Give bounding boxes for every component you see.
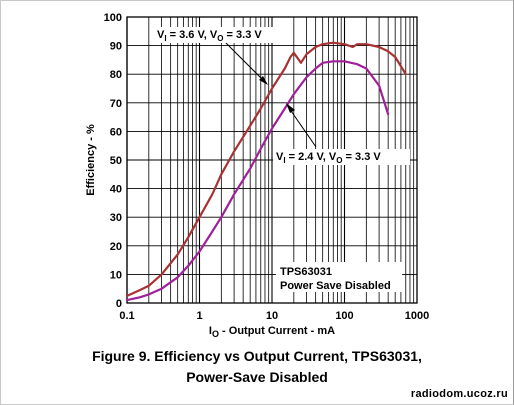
x-tick-label: 10 bbox=[266, 310, 278, 322]
plot-border bbox=[126, 16, 418, 304]
figure-caption-line-1: Figure 9. Efficiency vs Output Current, … bbox=[92, 348, 422, 364]
y-tick-label: 30 bbox=[110, 212, 122, 224]
watermark: radiodom.ucoz.ru bbox=[410, 388, 508, 400]
y-tick-label: 10 bbox=[110, 269, 122, 281]
series-1-pointer bbox=[223, 40, 265, 82]
efficiency-chart: 0 10 20 30 40 50 60 70 80 90 100 0.1 1 10 100 1000 VI =… bbox=[85, 12, 430, 339]
y-tick-label: 20 bbox=[110, 241, 122, 253]
series-1-label-bg bbox=[154, 27, 291, 43]
figure-caption-line-2: Power-Save Disabled bbox=[186, 369, 328, 385]
tick-labels: 0 10 20 30 40 50 60 70 80 90 100 0.1 1 10 100 1000 bbox=[104, 12, 430, 322]
series-line-1 bbox=[125, 41, 407, 297]
x-tick-label: 1000 bbox=[405, 310, 429, 322]
y-tick-label: 0 bbox=[116, 298, 122, 310]
series-2-arrowhead bbox=[286, 103, 295, 113]
series-1-arrowhead bbox=[259, 76, 268, 85]
x-tick-label: 0.1 bbox=[119, 310, 134, 322]
series-2-label: VI = 2.4 V, VO = 3.3 V bbox=[276, 151, 381, 165]
y-tick-label: 80 bbox=[110, 69, 122, 81]
note-mode: Power Save Disabled bbox=[280, 280, 391, 292]
series-layer bbox=[125, 41, 407, 302]
note-box-bg bbox=[276, 262, 402, 292]
series-2-pointer bbox=[288, 107, 317, 148]
annotations: VI = 3.6 V, VO = 3.3 V VI = 2.4 V, VO = 3… bbox=[154, 27, 410, 292]
y-axis-title: Efficiency - % bbox=[85, 124, 97, 196]
y-tick-label: 100 bbox=[104, 12, 122, 24]
x-axis-title: IO - Output Current - mA bbox=[209, 325, 335, 339]
series-1-label: VI = 3.6 V, VO = 3.3 V bbox=[157, 29, 262, 43]
x-tick-label: 100 bbox=[335, 310, 353, 322]
series-line-2 bbox=[125, 60, 390, 302]
y-tick-label: 40 bbox=[110, 184, 122, 196]
y-tick-label: 50 bbox=[110, 155, 122, 167]
y-tick-label: 60 bbox=[110, 126, 122, 138]
y-tick-label: 90 bbox=[110, 41, 122, 53]
y-tick-label: 70 bbox=[110, 98, 122, 110]
x-tick-label: 1 bbox=[196, 310, 202, 322]
note-device: TPS63031 bbox=[280, 266, 332, 278]
series-2-label-bg bbox=[273, 149, 410, 165]
